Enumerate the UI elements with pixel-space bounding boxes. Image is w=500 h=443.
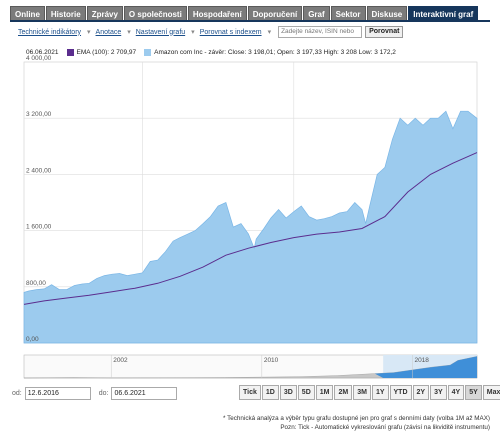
footer-note-2: Pozn: Tick - Automatické vykreslování gr… bbox=[280, 424, 490, 431]
amazon-swatch bbox=[144, 48, 152, 56]
technical-indicators-link[interactable]: Technické indikátory bbox=[18, 28, 82, 36]
chart-legend: 06.06.2021 EMA (100): 2 709,97 Amazon co… bbox=[26, 47, 396, 57]
tab-6[interactable]: Graf bbox=[303, 6, 330, 21]
compare-index-link[interactable]: Porovnat s indexem bbox=[199, 28, 262, 36]
tab-1[interactable]: Historie bbox=[45, 6, 86, 21]
y-tick-label-5: 0,00 bbox=[26, 336, 39, 343]
range-button-6[interactable]: 3M bbox=[353, 385, 371, 400]
y-tick-label-0: 4 000,00 bbox=[26, 55, 52, 62]
legend-date: 06.06.2021 bbox=[26, 48, 59, 56]
tab-7[interactable]: Sektor bbox=[330, 6, 366, 21]
annotation-link[interactable]: Anotace bbox=[95, 28, 122, 36]
from-label: od: bbox=[12, 389, 22, 397]
range-button-5[interactable]: 2M bbox=[334, 385, 353, 400]
compare-button[interactable]: Porovnat bbox=[365, 26, 404, 38]
range-button-4[interactable]: 1M bbox=[315, 385, 334, 400]
tab-3[interactable]: O společnosti bbox=[123, 6, 187, 21]
range-button-10[interactable]: 3Y bbox=[430, 385, 447, 400]
price-chart[interactable]: 4 000,00 3 200,00 2 400,00 1 600,00 800,00 0,… bbox=[0, 0, 500, 383]
y-tick-label-3: 1 600,00 bbox=[26, 224, 52, 231]
y-tick-label-4: 800,00 bbox=[26, 280, 46, 287]
navigator-window-area bbox=[374, 356, 477, 378]
to-label: do: bbox=[98, 389, 109, 397]
tab-4[interactable]: Hospodaření bbox=[187, 6, 247, 21]
range-button-7[interactable]: 1Y bbox=[371, 385, 389, 400]
range-button-11[interactable]: 4Y bbox=[447, 385, 465, 400]
series-amazon-area bbox=[23, 110, 478, 344]
date-range-inputs: od: 12.6.2016 do: 06.6.2021 bbox=[12, 386, 185, 400]
range-button-0[interactable]: Tick bbox=[239, 385, 261, 400]
range-button-2[interactable]: 3D bbox=[279, 385, 297, 400]
tab-bar: Online Historie Zprávy O společnosti Hospoda… bbox=[10, 6, 479, 21]
footer-note-1: * Technická analýza a výběr typu grafu d… bbox=[223, 415, 490, 422]
range-selector: Tick 1D 3D 5D 1M 2M 3M 1Y YTD 2Y 3Y 4Y 5Y Max bbox=[239, 385, 500, 400]
tab-9[interactable]: Interaktivní graf bbox=[408, 6, 479, 21]
legend-amazon: Amazon com Inc - závěr: Close: 3 198,01;… bbox=[154, 48, 396, 56]
tab-underline bbox=[10, 20, 490, 22]
range-button-9[interactable]: 2Y bbox=[412, 385, 430, 400]
range-button-12[interactable]: 5Y bbox=[465, 385, 482, 400]
range-button-8[interactable]: YTD bbox=[389, 385, 412, 400]
toolbar-separator-1: ▾ bbox=[87, 29, 91, 36]
toolbar-separator-3: ▾ bbox=[191, 29, 195, 36]
to-date-input[interactable]: 06.6.2021 bbox=[111, 386, 178, 400]
tab-5[interactable]: Doporučení bbox=[247, 6, 303, 21]
toolbar-separator-2: ▾ bbox=[127, 29, 131, 36]
range-button-1[interactable]: 1D bbox=[261, 385, 279, 400]
navigator-label-0: 2002 bbox=[113, 357, 128, 364]
range-button-13[interactable]: Max bbox=[482, 385, 500, 400]
chart-settings-link[interactable]: Nastavení grafu bbox=[135, 28, 186, 36]
compare-search-input[interactable]: Zadejte název, ISIN nebo bbox=[278, 26, 363, 38]
series-ema-line bbox=[23, 152, 478, 305]
from-date-input[interactable]: 12.6.2016 bbox=[24, 386, 91, 400]
tab-8[interactable]: Diskuse bbox=[366, 6, 408, 21]
navigator-label-1: 2010 bbox=[264, 357, 279, 364]
range-button-3[interactable]: 5D bbox=[297, 385, 315, 400]
legend-ema: EMA (100): 2 709,97 bbox=[76, 48, 137, 56]
y-tick-label-1: 3 200,00 bbox=[26, 111, 52, 118]
tab-2[interactable]: Zprávy bbox=[86, 6, 123, 21]
ema-swatch bbox=[66, 48, 74, 56]
tab-0[interactable]: Online bbox=[10, 6, 45, 21]
toolbar-separator-4: ▾ bbox=[267, 29, 272, 36]
y-tick-label-2: 2 400,00 bbox=[26, 167, 52, 174]
chart-toolbar: Technické indikátory ▾ Anotace ▾ Nastavení… bbox=[18, 26, 404, 38]
navigator-label-2: 2018 bbox=[414, 357, 429, 364]
